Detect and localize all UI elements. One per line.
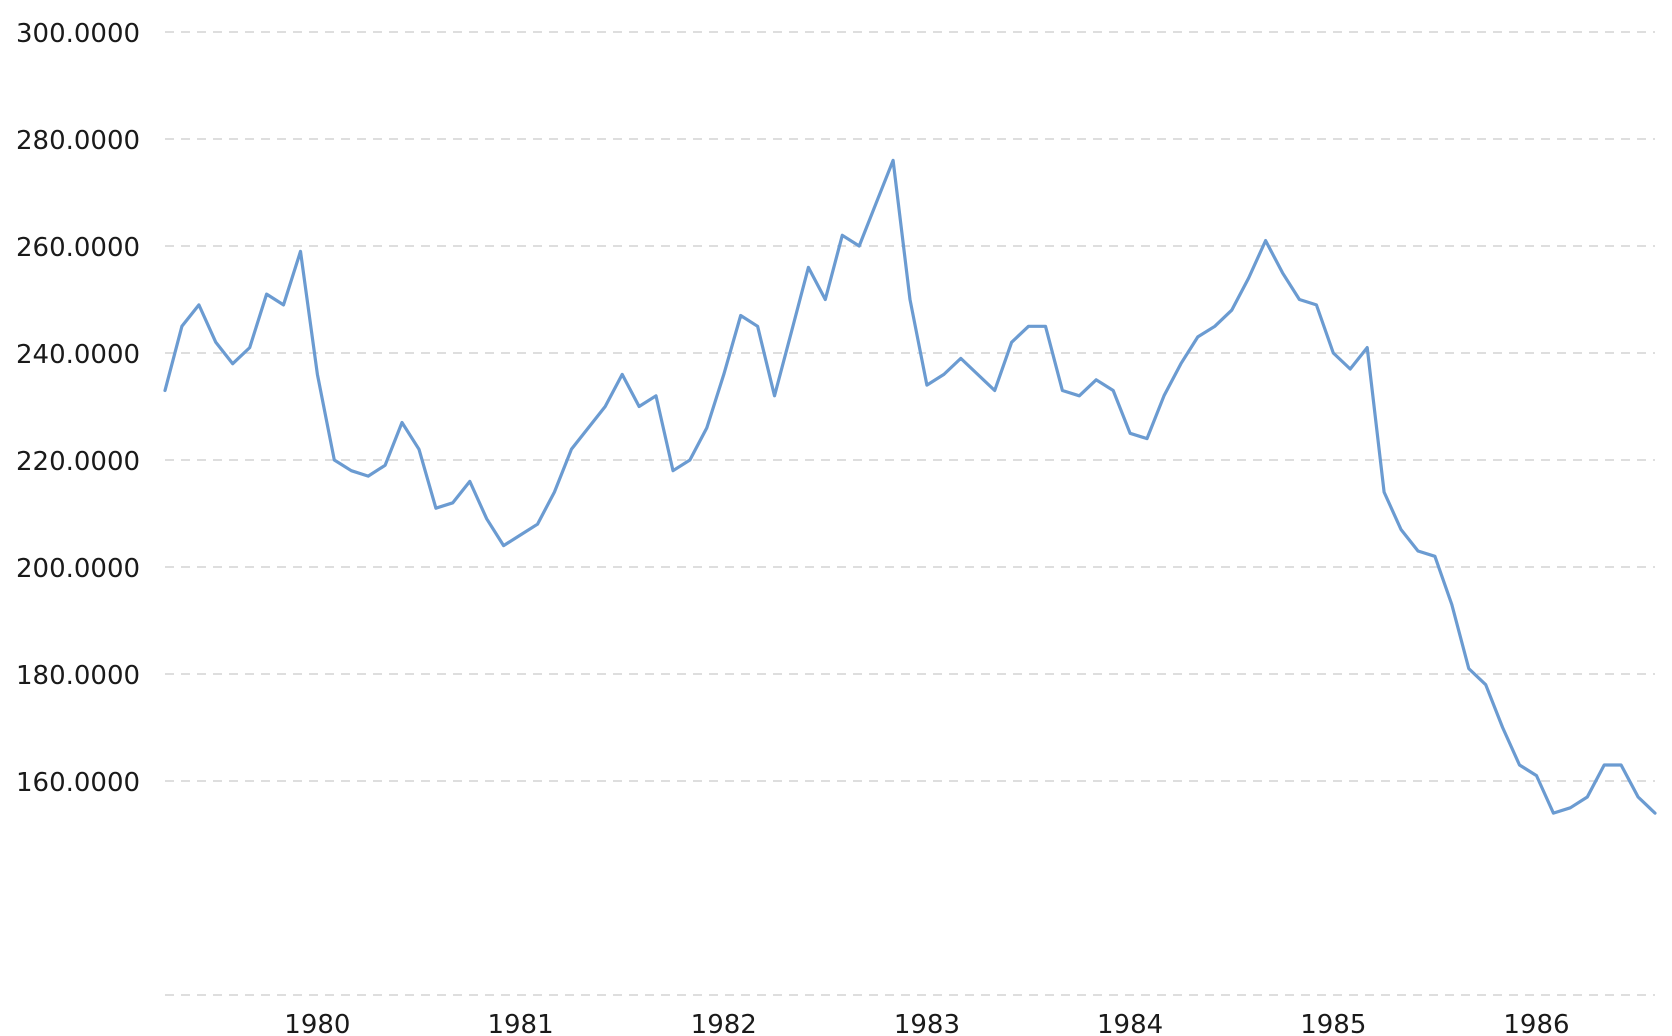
- y-tick-label: 160.0000: [16, 768, 140, 798]
- y-tick-label: 280.0000: [16, 126, 140, 156]
- series-line: [163, 158, 1657, 815]
- plot-area: [163, 158, 1657, 815]
- y-tick-label: 300.0000: [16, 19, 140, 49]
- y-tick-label: 180.0000: [16, 661, 140, 691]
- x-tick-label: 1980: [284, 1010, 350, 1036]
- y-tick-label: 260.0000: [16, 233, 140, 263]
- x-tick-label: 1986: [1503, 1010, 1569, 1036]
- x-tick-label: 1985: [1300, 1010, 1366, 1036]
- x-tick-label: 1984: [1097, 1010, 1163, 1036]
- x-tick-label: 1981: [487, 1010, 553, 1036]
- gridlines: [165, 31, 1655, 996]
- y-tick-label: 220.0000: [16, 447, 140, 477]
- y-axis: 160.0000 180.0000 200.0000 220.0000 240.0000…: [16, 19, 140, 798]
- x-tick-label: 1983: [894, 1010, 960, 1036]
- y-tick-label: 240.0000: [16, 340, 140, 370]
- y-tick-label: 200.0000: [16, 554, 140, 584]
- x-tick-label: 1982: [691, 1010, 757, 1036]
- x-axis: 1980 1981 1982 1983 1984 1985 1986: [284, 1010, 1569, 1036]
